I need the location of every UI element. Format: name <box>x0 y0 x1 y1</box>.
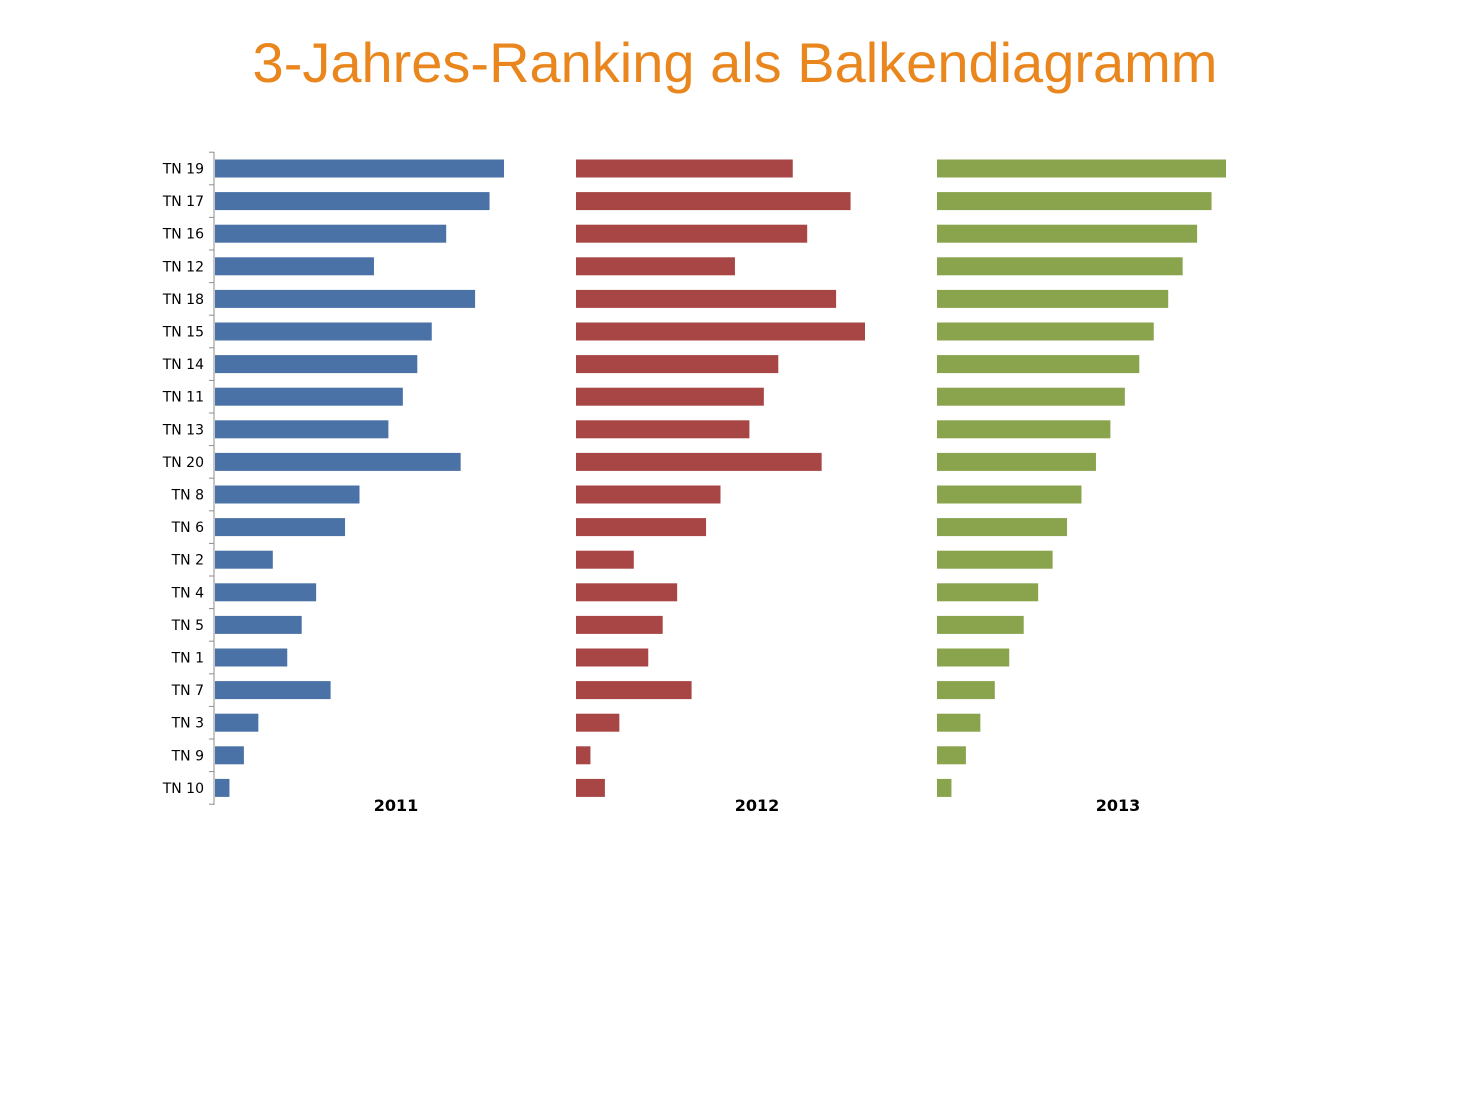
category-label: TN 4 <box>171 585 204 601</box>
bar-2011-tn-1 <box>215 648 288 667</box>
category-label: TN 9 <box>171 748 204 764</box>
bar-2011-tn-4 <box>215 583 317 602</box>
bar-2012-tn-20 <box>576 452 822 471</box>
category-label: TN 6 <box>171 520 204 536</box>
bar-2013-tn-13 <box>937 420 1111 439</box>
bar-2012-tn-5 <box>576 615 663 634</box>
bar-2012-tn-8 <box>576 485 721 504</box>
bar-2013-tn-9 <box>937 746 966 765</box>
category-label: TN 10 <box>162 781 204 797</box>
bar-2013-tn-8 <box>937 485 1082 504</box>
category-label: TN 20 <box>162 455 204 471</box>
bar-2011-tn-5 <box>215 615 302 634</box>
bar-2012-tn-15 <box>576 322 865 341</box>
category-label: TN 2 <box>171 553 204 569</box>
bar-2011-tn-19 <box>215 159 504 178</box>
category-label: TN 15 <box>162 325 204 341</box>
bar-2013-tn-2 <box>937 550 1053 569</box>
bar-2013-tn-20 <box>937 452 1096 471</box>
bar-2013-tn-1 <box>937 648 1010 667</box>
bar-2012-tn-19 <box>576 159 793 178</box>
bar-2013-tn-3 <box>937 713 981 732</box>
bar-2011-tn-6 <box>215 518 346 537</box>
category-label: TN 16 <box>162 227 204 243</box>
bar-2013-tn-6 <box>937 518 1068 537</box>
category-label: TN 18 <box>162 292 204 308</box>
bar-2011-tn-20 <box>215 452 461 471</box>
bar-2012-tn-6 <box>576 518 707 537</box>
bar-2012-tn-11 <box>576 387 764 406</box>
bar-2011-tn-8 <box>215 485 360 504</box>
bar-2011-tn-17 <box>215 192 490 211</box>
bar-2011-tn-14 <box>215 355 418 374</box>
bar-2011-tn-18 <box>215 289 476 308</box>
bar-2011-tn-11 <box>215 387 403 406</box>
bar-2012-tn-18 <box>576 289 837 308</box>
category-label: TN 17 <box>162 194 204 210</box>
category-label: TN 3 <box>171 716 204 732</box>
series-label-2011: 2011 <box>374 796 419 815</box>
bar-2012-tn-12 <box>576 257 735 276</box>
category-label: TN 1 <box>171 651 204 667</box>
bar-2012-tn-4 <box>576 583 678 602</box>
bar-2012-tn-13 <box>576 420 750 439</box>
category-label: TN 13 <box>162 422 204 438</box>
bar-2011-tn-16 <box>215 224 447 243</box>
category-label: TN 8 <box>171 488 204 504</box>
category-label: TN 12 <box>162 259 204 275</box>
bar-2011-tn-2 <box>215 550 273 569</box>
bar-2012-tn-7 <box>576 681 692 700</box>
bar-2013-tn-19 <box>937 159 1226 178</box>
bar-2011-tn-15 <box>215 322 432 341</box>
bar-2013-tn-4 <box>937 583 1039 602</box>
bar-2012-tn-1 <box>576 648 649 667</box>
bar-2011-tn-12 <box>215 257 374 276</box>
bar-2013-tn-10 <box>937 778 952 797</box>
bar-2012-tn-9 <box>576 746 591 765</box>
series-label-2013: 2013 <box>1096 796 1141 815</box>
series-label-2012: 2012 <box>735 796 780 815</box>
bar-2011-tn-3 <box>215 713 259 732</box>
bar-2013-tn-12 <box>937 257 1183 276</box>
category-label: TN 11 <box>162 390 204 406</box>
bar-2013-tn-7 <box>937 681 995 700</box>
category-label: TN 14 <box>162 357 204 373</box>
bar-2012-tn-17 <box>576 192 851 211</box>
bar-2013-tn-11 <box>937 387 1125 406</box>
bar-2012-tn-14 <box>576 355 779 374</box>
bar-2013-tn-17 <box>937 192 1212 211</box>
bar-2012-tn-2 <box>576 550 634 569</box>
category-label: TN 19 <box>162 162 204 178</box>
bar-2013-tn-16 <box>937 224 1198 243</box>
bar-2011-tn-10 <box>215 778 230 797</box>
bar-2011-tn-13 <box>215 420 389 439</box>
bar-2012-tn-3 <box>576 713 620 732</box>
category-label: TN 7 <box>171 683 204 699</box>
page-title: 3-Jahres-Ranking als Balkendiagramm <box>252 31 1218 94</box>
bar-2013-tn-14 <box>937 355 1140 374</box>
bar-2013-tn-18 <box>937 289 1169 308</box>
bar-2011-tn-9 <box>215 746 244 765</box>
bar-2011-tn-7 <box>215 681 331 700</box>
bar-2013-tn-5 <box>937 615 1024 634</box>
bar-2013-tn-15 <box>937 322 1154 341</box>
bar-2012-tn-16 <box>576 224 808 243</box>
bar-2012-tn-10 <box>576 778 605 797</box>
category-label: TN 5 <box>171 618 204 634</box>
